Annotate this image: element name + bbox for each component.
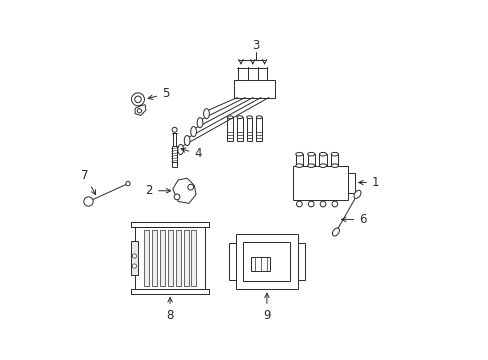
Bar: [330, 154, 338, 166]
Ellipse shape: [319, 164, 326, 167]
Bar: [135, 226, 204, 289]
Circle shape: [308, 201, 313, 207]
Bar: [183, 230, 188, 286]
Bar: [319, 154, 326, 166]
Bar: [144, 230, 149, 286]
Bar: [175, 230, 180, 286]
Bar: [250, 257, 270, 271]
Circle shape: [131, 93, 144, 106]
Circle shape: [320, 201, 325, 207]
Circle shape: [125, 181, 130, 186]
Ellipse shape: [330, 152, 338, 156]
Text: 8: 8: [166, 298, 173, 322]
Bar: [307, 154, 314, 166]
Bar: [295, 154, 303, 166]
Bar: [167, 230, 172, 286]
Ellipse shape: [295, 164, 303, 167]
Circle shape: [187, 184, 193, 190]
Ellipse shape: [307, 152, 314, 156]
Bar: [243, 242, 290, 282]
Circle shape: [331, 201, 337, 207]
Ellipse shape: [332, 228, 339, 236]
Bar: [131, 241, 138, 275]
Bar: [152, 230, 157, 286]
Ellipse shape: [295, 152, 303, 156]
Ellipse shape: [307, 164, 314, 167]
Text: 6: 6: [341, 213, 366, 226]
Bar: [172, 146, 176, 162]
Polygon shape: [135, 105, 145, 116]
Ellipse shape: [227, 116, 233, 119]
Circle shape: [83, 197, 93, 206]
Ellipse shape: [256, 116, 262, 119]
Ellipse shape: [319, 152, 326, 156]
Circle shape: [296, 201, 302, 207]
Ellipse shape: [330, 164, 338, 167]
Ellipse shape: [353, 190, 360, 198]
Text: 4: 4: [181, 147, 202, 160]
Bar: [171, 162, 177, 167]
Circle shape: [172, 127, 177, 132]
Ellipse shape: [190, 127, 196, 136]
Ellipse shape: [184, 135, 190, 145]
Ellipse shape: [178, 144, 183, 154]
Ellipse shape: [246, 116, 252, 119]
Text: 7: 7: [81, 169, 95, 194]
Ellipse shape: [197, 118, 203, 128]
Bar: [298, 243, 304, 280]
Circle shape: [137, 109, 142, 113]
Polygon shape: [172, 178, 196, 203]
Bar: [228, 243, 235, 280]
Circle shape: [135, 96, 141, 103]
Ellipse shape: [203, 109, 209, 119]
Bar: [227, 117, 233, 140]
Bar: [191, 230, 196, 286]
Text: 3: 3: [252, 39, 259, 52]
Bar: [292, 166, 348, 200]
Bar: [246, 117, 252, 140]
Circle shape: [174, 194, 180, 200]
Ellipse shape: [237, 116, 242, 119]
Bar: [160, 230, 164, 286]
Text: 1: 1: [358, 176, 379, 189]
Circle shape: [132, 264, 136, 268]
Text: 5: 5: [148, 87, 169, 100]
Circle shape: [132, 254, 136, 258]
Bar: [235, 234, 298, 289]
Bar: [256, 117, 262, 140]
Bar: [233, 80, 274, 98]
Bar: [348, 173, 354, 193]
Bar: [237, 117, 242, 140]
Text: 9: 9: [263, 293, 270, 322]
Text: 2: 2: [145, 184, 170, 197]
